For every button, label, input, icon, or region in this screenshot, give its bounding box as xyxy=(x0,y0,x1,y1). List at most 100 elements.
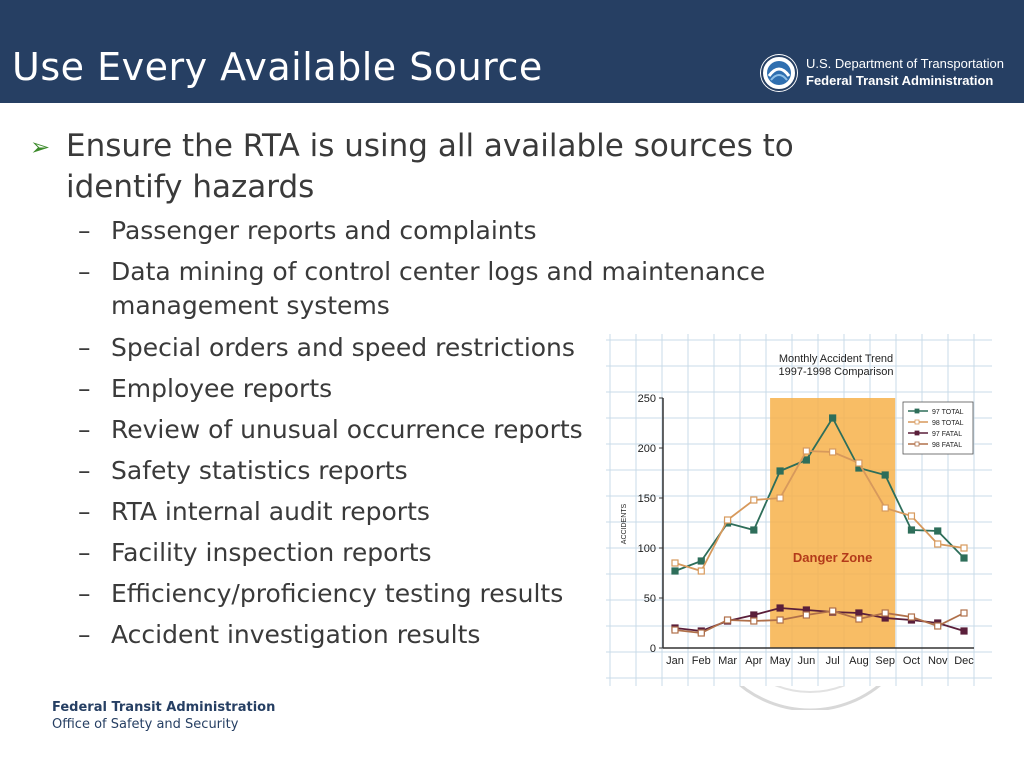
data-point xyxy=(960,554,968,562)
series-line xyxy=(674,450,965,573)
dash-icon: – xyxy=(78,333,91,362)
dot-name: U.S. Department of Transportation xyxy=(806,56,1004,71)
x-tick-label: Jan xyxy=(666,655,684,667)
y-tick-label: 150 xyxy=(638,493,656,505)
main-bullet: Ensure the RTA is using all available so… xyxy=(66,128,794,205)
x-tick-label: Jul xyxy=(826,655,840,667)
fta-name: Federal Transit Administration xyxy=(806,73,994,88)
legend-label: 97 TOTAL xyxy=(932,409,964,416)
footer-office: Office of Safety and Security xyxy=(52,717,239,732)
dash-icon: – xyxy=(78,216,91,245)
sub-bullet: Special orders and speed restrictions xyxy=(111,333,575,362)
chart-axes: 0 50 100 150 200 250 Jan Feb Mar Apr May Jun Jul Aug S… xyxy=(638,393,975,667)
sub-bullet: RTA internal audit reports xyxy=(111,497,430,526)
data-point xyxy=(802,456,810,464)
data-point xyxy=(829,607,837,615)
dash-icon: – xyxy=(78,538,91,567)
x-tick-label: Nov xyxy=(928,655,948,667)
sub-bullet: Facility inspection reports xyxy=(111,538,432,567)
footer-org: Federal Transit Administration xyxy=(52,700,276,715)
chart-series xyxy=(671,414,968,637)
series-line xyxy=(674,610,965,634)
x-tick-label: Jun xyxy=(797,655,815,667)
legend-label: 98 FATAL xyxy=(932,442,962,449)
dash-icon: – xyxy=(78,456,91,485)
x-tick-label: Feb xyxy=(692,655,711,667)
data-point xyxy=(776,604,784,612)
dash-icon: – xyxy=(78,257,91,286)
legend-marker xyxy=(914,419,920,425)
x-tick-label: May xyxy=(770,655,791,667)
sub-bullet: Employee reports xyxy=(111,374,333,403)
data-point xyxy=(750,526,758,534)
data-point xyxy=(881,609,889,617)
x-tick-label: Oct xyxy=(903,655,920,667)
data-point xyxy=(750,617,758,625)
data-point xyxy=(907,613,916,621)
sub-bullet: Efficiency/proficiency testing results xyxy=(111,579,564,608)
slide-title: Use Every Available Source xyxy=(12,45,543,89)
x-tick-label: Aug xyxy=(849,655,869,667)
data-point xyxy=(750,611,758,619)
data-point xyxy=(776,467,784,475)
dot-seal-icon xyxy=(760,54,798,92)
legend-label: 98 TOTAL xyxy=(932,420,964,427)
data-point xyxy=(907,526,916,534)
x-tick-label: Dec xyxy=(954,655,974,667)
sub-bullet: Review of unusual occurrence reports xyxy=(111,415,583,444)
danger-zone-label: Danger Zone xyxy=(793,550,872,565)
data-point xyxy=(960,609,968,617)
sub-bullet: Accident investigation results xyxy=(111,620,481,649)
sub-bullet: Data mining of control center logs and m… xyxy=(111,257,766,320)
data-point xyxy=(671,567,679,575)
arrow-bullet-icon: ➢ xyxy=(30,133,51,161)
data-point xyxy=(723,516,732,524)
data-point xyxy=(855,615,863,623)
data-point xyxy=(697,557,705,565)
data-point xyxy=(802,447,810,455)
dash-icon: – xyxy=(78,374,91,403)
data-point xyxy=(776,616,784,624)
y-tick-label: 250 xyxy=(638,393,656,405)
y-tick-label: 0 xyxy=(650,643,656,655)
data-point xyxy=(855,609,863,617)
x-tick-label: Apr xyxy=(745,655,762,667)
dash-icon: – xyxy=(78,415,91,444)
data-point xyxy=(697,629,705,637)
data-point xyxy=(671,559,679,567)
data-point xyxy=(960,544,968,552)
data-point xyxy=(750,496,758,504)
data-point xyxy=(802,611,810,619)
data-point xyxy=(697,567,705,575)
chart-subtitle: 1997-1998 Comparison xyxy=(779,366,894,378)
x-tick-label: Sep xyxy=(875,655,895,667)
danger-zone-band xyxy=(770,398,896,648)
data-point xyxy=(960,627,968,635)
data-point xyxy=(776,494,784,502)
legend-marker xyxy=(914,441,920,447)
dash-icon: – xyxy=(78,497,91,526)
y-tick-label: 200 xyxy=(638,443,656,455)
dash-icon: – xyxy=(78,579,91,608)
data-point xyxy=(855,459,863,467)
legend-label: 97 FATAL xyxy=(932,431,962,438)
data-point xyxy=(934,622,942,630)
chart-legend: 97 TOTAL 98 TOTAL 97 FATAL 98 FATAL xyxy=(902,401,974,455)
chart-title: Monthly Accident Trend xyxy=(779,353,893,365)
data-point xyxy=(934,527,942,535)
y-tick-label: 100 xyxy=(638,543,656,555)
data-point xyxy=(829,414,837,422)
accident-trend-chart: Danger Zone Monthly Accident Trend 1997-… xyxy=(606,334,992,686)
legend-marker xyxy=(914,408,920,414)
data-point xyxy=(934,540,942,548)
chart-svg: Danger Zone Monthly Accident Trend 1997-… xyxy=(606,334,992,686)
legend-marker xyxy=(914,430,920,436)
sub-bullet: Safety statistics reports xyxy=(111,456,408,485)
sub-bullet: Passenger reports and complaints xyxy=(111,216,537,245)
data-point xyxy=(907,512,916,520)
data-point xyxy=(723,616,732,624)
data-point xyxy=(829,448,837,456)
y-tick-label: 50 xyxy=(644,593,656,605)
data-point xyxy=(881,504,889,512)
y-axis-label: ACCIDENTS xyxy=(621,503,628,544)
